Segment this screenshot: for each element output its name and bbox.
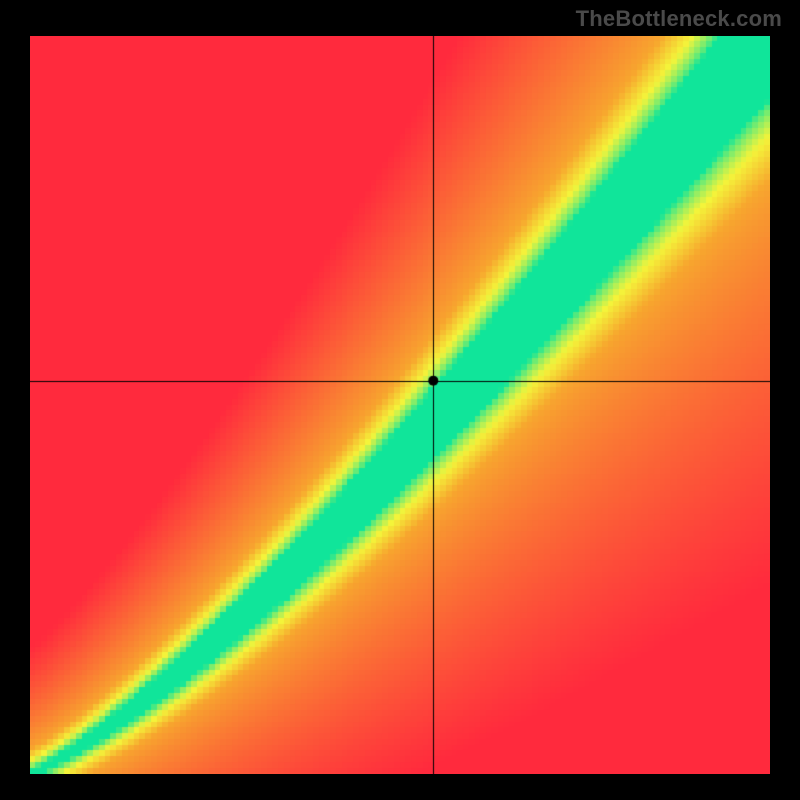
watermark-text: TheBottleneck.com bbox=[576, 6, 782, 32]
figure-root: TheBottleneck.com bbox=[0, 0, 800, 800]
crosshair-overlay bbox=[30, 36, 770, 774]
